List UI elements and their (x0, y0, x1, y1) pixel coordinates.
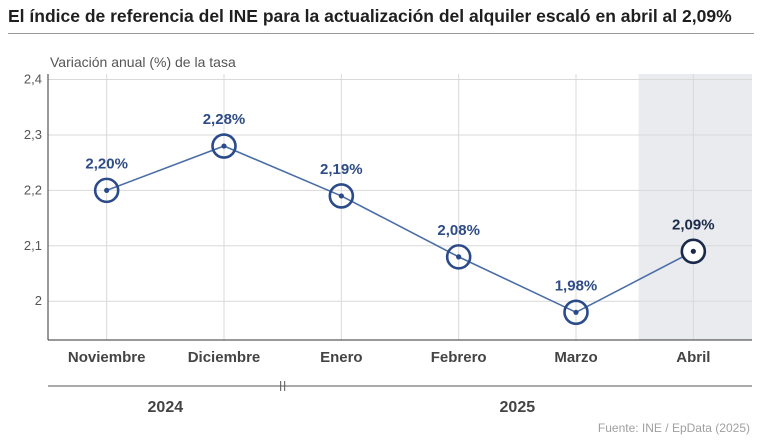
data-label: 2,19% (320, 161, 363, 178)
data-point-ring (563, 299, 589, 326)
y-tick-label: 2,1 (24, 238, 42, 253)
data-point (338, 193, 344, 199)
data-label: 2,09% (672, 216, 715, 233)
y-tick-label: 2 (35, 293, 42, 308)
y-axis-label: Variación anual (%) de la tasa (50, 54, 236, 70)
year-label: 2025 (500, 399, 536, 416)
series-line (106, 145, 694, 314)
y-tick-label: 2,2 (24, 182, 42, 197)
x-tick-label: Abril (676, 349, 710, 366)
x-tick-label: Febrero (431, 349, 487, 366)
data-label: 1,98% (555, 277, 598, 294)
highlight-band (638, 74, 752, 340)
data-point-ring (93, 177, 120, 204)
chart-title: El índice de referencia del INE para la … (8, 6, 732, 26)
x-tick-label: Noviembre (68, 349, 146, 366)
data-point (104, 187, 110, 193)
x-tick-label: Marzo (554, 349, 597, 366)
year-label: 2024 (148, 399, 184, 416)
x-tick-label: Diciembre (188, 349, 261, 366)
data-label: 2,28% (203, 111, 246, 128)
data-point (573, 309, 579, 315)
data-point (221, 143, 227, 149)
data-label: 2,20% (85, 155, 128, 172)
data-point-ring (445, 244, 472, 270)
x-tick-label: Enero (320, 349, 363, 366)
source-note: Fuente: INE / EpData (2025) (597, 421, 750, 435)
data-point (456, 254, 462, 260)
y-tick-label: 2,3 (24, 127, 42, 142)
title-divider (8, 33, 754, 34)
data-point-ring (328, 183, 355, 209)
data-label: 2,08% (437, 222, 480, 239)
data-point (690, 248, 696, 254)
data-point-ring (211, 133, 237, 159)
y-tick-label: 2,4 (24, 72, 42, 87)
